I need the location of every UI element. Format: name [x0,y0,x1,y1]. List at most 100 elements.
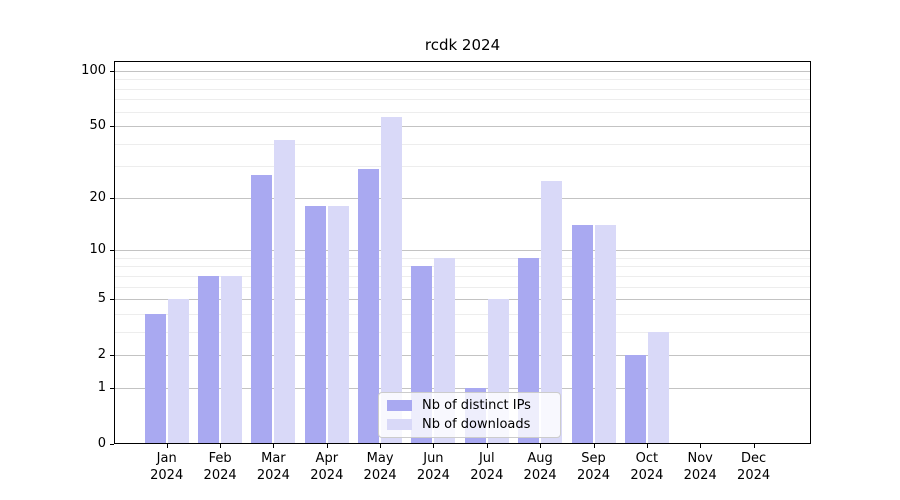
y-tick-mark [110,71,114,72]
x-tick-mark [220,444,221,448]
y-tick-label: 2 [97,347,106,363]
minor-gridline [114,275,811,277]
y-tick-mark [110,126,114,127]
minor-gridline [114,143,811,145]
x-tick-mark [380,444,381,448]
legend-label-distinct-ips: Nb of distinct IPs [422,398,531,413]
legend-swatch-downloads [387,419,412,430]
x-tick-label-line: Aug [527,451,553,466]
minor-gridline [114,99,811,101]
bar-downloads-mar [274,139,296,444]
y-tick-label: 5 [97,291,106,307]
bar-downloads-sep [594,225,616,444]
x-tick-label: Jan 2024 [137,450,197,484]
minor-gridline [114,286,811,288]
bar-downloads-may [381,117,403,444]
x-tick-mark [540,444,541,448]
x-tick-label-line: Feb [208,451,232,466]
bar-downloads-aug [541,180,563,444]
x-tick-label-line: 2024 [630,468,664,483]
y-tick-mark [110,299,114,300]
major-gridline [114,250,811,252]
x-tick-label-line: Jun [423,451,444,466]
x-tick-label-line: Nov [687,451,713,466]
bar-downloads-apr [327,205,349,444]
x-tick-label-line: 2024 [737,468,771,483]
y-tick-mark [110,444,114,445]
x-tick-mark [273,444,274,448]
minor-gridline [114,257,811,259]
minor-gridline [114,111,811,113]
x-tick-label-line: 2024 [310,468,344,483]
x-tick-label-line: 2024 [256,468,290,483]
x-tick-mark [433,444,434,448]
y-tick-mark [110,388,114,389]
x-tick-label-line: 2024 [363,468,397,483]
minor-gridline [114,331,811,333]
plot-area [114,61,811,444]
x-tick-label: Nov 2024 [670,450,730,484]
bar-distinct-ips-sep [571,225,593,444]
x-tick-label-line: Apr [315,451,339,466]
bar-downloads-feb [221,275,243,444]
y-tick-label: 100 [81,62,106,78]
minor-gridline [114,166,811,168]
x-tick-label-line: 2024 [576,468,611,483]
x-tick-label: Feb 2024 [190,450,250,484]
x-tick-label-line: 2024 [150,468,184,483]
x-tick-label: May 2024 [350,450,410,484]
y-tick-label: 50 [89,118,106,133]
y-tick-label: 10 [89,242,106,258]
minor-gridline [114,88,811,90]
y-tick-label: 0 [97,436,106,451]
major-gridline [114,197,811,199]
bar-distinct-ips-jan [144,313,166,444]
legend-label-downloads: Nb of downloads [422,417,531,432]
major-gridline [114,387,811,389]
minor-gridline [114,79,811,81]
x-tick-mark [487,444,488,448]
x-tick-label: Oct 2024 [617,450,677,484]
x-tick-mark [754,444,755,448]
x-tick-label-line: Dec [741,451,767,466]
x-tick-label-line: Jan [156,451,177,466]
x-tick-mark [647,444,648,448]
y-tick-label: 1 [97,379,106,395]
major-gridline [114,126,811,127]
x-tick-label: Jun 2024 [403,450,463,484]
x-tick-label-line: 2024 [203,468,237,483]
minor-gridline [114,313,811,315]
bar-distinct-ips-oct [624,355,646,444]
y-tick-mark [110,250,114,251]
x-tick-mark [167,444,168,448]
x-tick-mark [594,444,595,448]
x-tick-label-line: May [366,451,394,466]
chart-title: rcdk 2024 [424,36,501,54]
y-tick-mark [110,355,114,356]
x-tick-label-line: 2024 [470,468,504,483]
x-tick-label: Mar 2024 [243,450,303,484]
x-tick-label-line: Sep [581,451,606,466]
legend-row-distinct-ips: Nb of distinct IPs [387,398,552,413]
bar-distinct-ips-mar [251,174,273,444]
bar-distinct-ips-feb [198,275,220,444]
x-tick-label: Aug 2024 [510,450,570,484]
minor-gridline [114,266,811,268]
y-tick-label: 20 [89,189,106,205]
major-gridline [114,70,811,72]
x-tick-label: Sep 2024 [564,450,624,484]
x-tick-label-line: Jul [478,451,495,466]
bar-downloads-oct [647,331,669,444]
y-tick-mark [110,198,114,199]
x-tick-label: Apr 2024 [297,450,357,484]
legend-swatch-distinct-ips [387,400,412,411]
x-tick-mark [700,444,701,448]
x-tick-label-line: Oct [635,451,659,466]
x-tick-label: Dec 2024 [724,450,784,484]
legend: Nb of distinct IPs Nb of downloads [378,392,561,438]
x-tick-label-line: 2024 [683,468,717,483]
legend-row-downloads: Nb of downloads [387,417,552,432]
bar-distinct-ips-apr [304,205,326,444]
major-gridline [114,299,811,301]
